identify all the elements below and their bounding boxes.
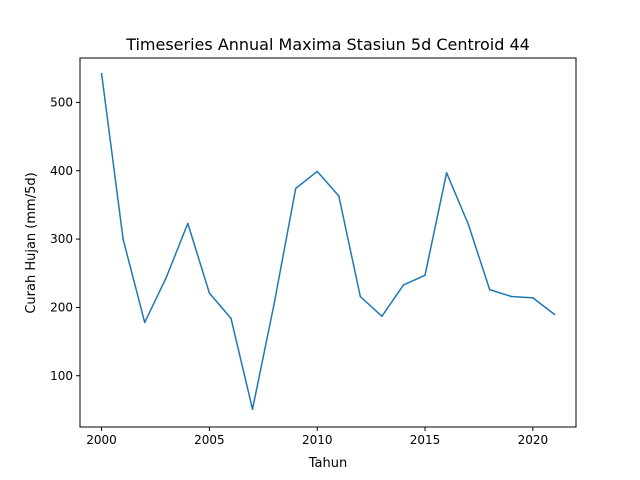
- data-point: [359, 295, 362, 298]
- data-point: [273, 303, 275, 305]
- data-point: [467, 223, 469, 225]
- data-point: [445, 172, 448, 174]
- x-tick-label: 2000: [86, 433, 117, 447]
- axis-ticks: 2000 2005 2010 2015 2020 100 200 300 400 500: [50, 95, 548, 447]
- data-point: [510, 295, 513, 298]
- x-tick-label: 2015: [410, 433, 441, 447]
- data-point: [187, 222, 189, 225]
- x-tick-label: 2005: [194, 433, 225, 447]
- data-point: [230, 317, 232, 320]
- y-tick-label: 200: [50, 300, 73, 314]
- data-point: [553, 313, 556, 316]
- x-tick-label: 2010: [302, 433, 333, 447]
- data-point: [532, 297, 534, 299]
- series-group: [100, 72, 556, 411]
- data-point: [424, 274, 426, 277]
- x-tick-label: 2020: [518, 433, 549, 447]
- data-point: [402, 284, 405, 286]
- chart-title: Timeseries Annual Maxima Stasiun 5d Cent…: [125, 35, 530, 54]
- data-point: [208, 292, 211, 294]
- y-axis-label: Curah Hujan (mm/5d): [24, 172, 39, 313]
- series-line: [100, 72, 556, 410]
- data-point: [100, 72, 103, 75]
- data-point: [122, 238, 124, 240]
- data-point: [316, 170, 319, 173]
- data-point: [143, 321, 146, 324]
- data-point: [337, 195, 340, 197]
- y-tick-label: 400: [50, 164, 73, 178]
- y-tick-label: 100: [50, 369, 73, 383]
- data-point: [488, 288, 491, 291]
- y-tick-label: 300: [50, 232, 73, 246]
- plot-frame: [79, 57, 577, 428]
- y-tick-label: 500: [50, 95, 73, 109]
- data-point: [251, 408, 254, 411]
- data-point: [294, 187, 297, 190]
- data-point: [381, 315, 383, 318]
- data-point: [165, 276, 168, 279]
- x-axis-label: Tahun: [308, 456, 347, 471]
